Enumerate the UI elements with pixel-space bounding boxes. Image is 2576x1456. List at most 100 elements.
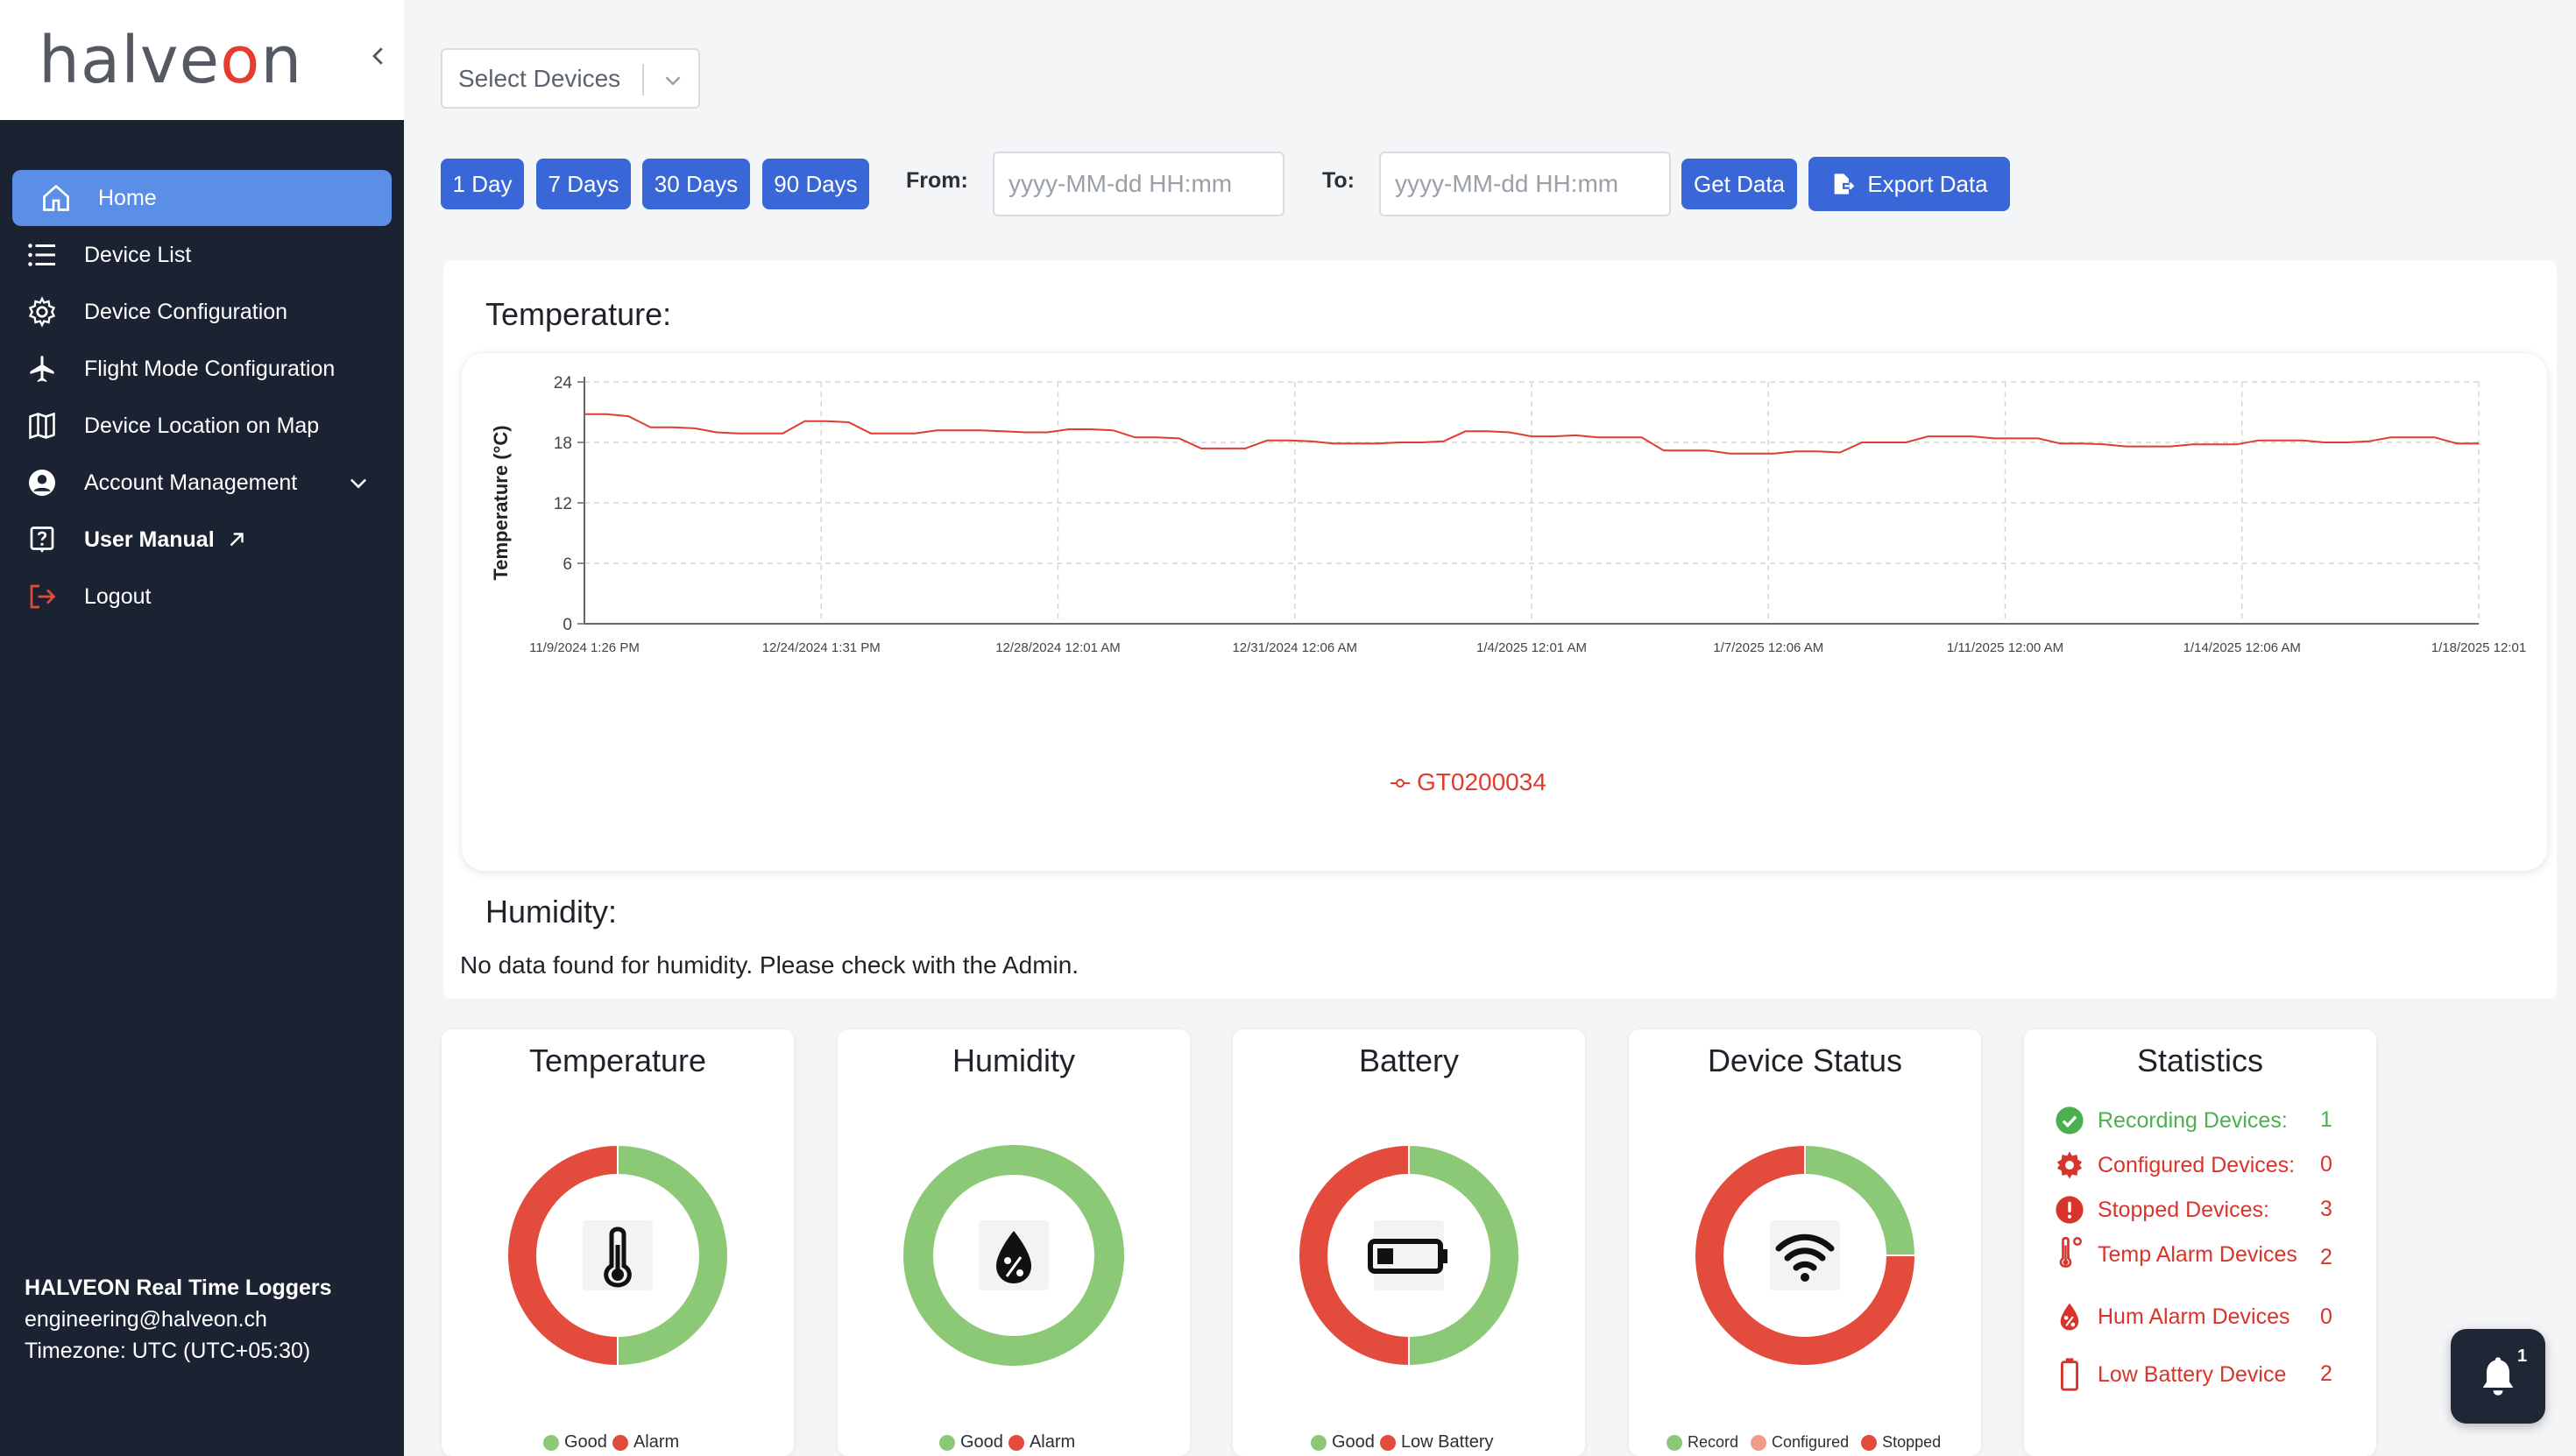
sidebar-item-label: Device Location on Map — [84, 413, 320, 438]
sidebar-item-device-list[interactable]: Device List — [12, 227, 392, 283]
legend-series-name: GT0200034 — [1417, 768, 1546, 795]
select-devices-dropdown[interactable]: Select Devices — [441, 48, 700, 109]
y-tick-label: 0 — [563, 616, 572, 634]
donut-segment-alarm — [506, 1143, 619, 1368]
legend-marker — [1396, 779, 1405, 788]
sidebar-item-flight-mode[interactable]: Flight Mode Configuration — [12, 341, 392, 397]
sidebar: halveon Home Device List Device Configur… — [0, 0, 404, 1456]
temperature-legend: Good Alarm — [543, 1432, 679, 1452]
chevron-down-icon — [665, 76, 681, 86]
timezone-label: Timezone: UTC (UTC+05:30) — [25, 1339, 311, 1363]
legend-alarm-dot — [1008, 1434, 1024, 1451]
stat-label: Temp Alarm Devices — [2098, 1241, 2297, 1267]
stat-temp-alarm-devices: Temp Alarm Devices — [2054, 1236, 2297, 1270]
thermometer-alarm-icon — [2054, 1236, 2085, 1270]
stat-label: Recording Devices: — [2098, 1107, 2288, 1133]
range-30-days-button[interactable]: 30 Days — [642, 159, 750, 209]
sidebar-item-device-location[interactable]: Device Location on Map — [12, 398, 392, 454]
stat-stopped-value: 3 — [2320, 1197, 2332, 1221]
sidebar-item-account-management[interactable]: Account Management — [12, 455, 392, 511]
range-1-day-button[interactable]: 1 Day — [441, 159, 524, 209]
device-status-legend: Record Configured Stopped — [1667, 1433, 1941, 1452]
sidebar-item-home[interactable]: Home — [12, 170, 392, 226]
legend-alarm-label: Alarm — [1029, 1432, 1076, 1452]
range-7-days-button[interactable]: 7 Days — [536, 159, 631, 209]
legend-good-dot — [1311, 1434, 1327, 1451]
stat-configured-devices: Configured Devices: — [2054, 1149, 2295, 1181]
company-name: HALVEON Real Time Loggers — [25, 1276, 332, 1300]
icon-background — [1770, 1220, 1840, 1290]
sidebar-footer: HALVEON Real Time Loggers engineering@ha… — [25, 1272, 332, 1367]
gear-icon — [2054, 1149, 2085, 1181]
legend-good-label: Good — [960, 1432, 1003, 1452]
contact-email: engineering@halveon.ch — [25, 1307, 267, 1332]
logo-bar: halveon — [0, 0, 404, 120]
temperature-donut-chart[interactable] — [506, 1143, 730, 1368]
notifications-button[interactable]: 1 — [2451, 1329, 2545, 1424]
device-status-card-title: Device Status — [1707, 1043, 1903, 1078]
series-line — [584, 413, 2479, 455]
humidity-card-title: Humidity — [952, 1043, 1076, 1078]
collapse-sidebar-button[interactable] — [361, 39, 396, 77]
x-tick-label: 1/4/2025 12:01 AM — [1476, 640, 1587, 655]
battery-legend: Good Low Battery — [1311, 1432, 1494, 1452]
notification-count-badge: 1 — [2517, 1346, 2528, 1366]
thermometer-icon — [604, 1226, 632, 1288]
donut-segment-good — [903, 1145, 1124, 1366]
export-file-icon — [1835, 173, 1855, 194]
bell-icon — [2482, 1357, 2514, 1396]
x-tick-label: 1/14/2025 12:06 AM — [2183, 640, 2301, 655]
export-data-label: Export Data — [1867, 170, 1988, 197]
sidebar-item-device-configuration[interactable]: Device Configuration — [12, 284, 392, 340]
exclamation-circle-icon — [2054, 1194, 2085, 1226]
sidebar-item-label: User Manual — [84, 527, 215, 552]
brand-logo[interactable]: halveon — [39, 23, 303, 98]
humidity-drop-icon — [996, 1231, 1031, 1283]
legend-alarm-dot — [612, 1434, 628, 1451]
range-90-days-button[interactable]: 90 Days — [762, 159, 869, 209]
get-data-button[interactable]: Get Data — [1681, 159, 1797, 209]
check-circle-icon — [2054, 1105, 2085, 1136]
from-date-input[interactable]: yyyy-MM-dd HH:mm — [993, 152, 1284, 216]
x-tick-label: 1/7/2025 12:06 AM — [1713, 640, 1823, 655]
sidebar-item-user-manual[interactable]: User Manual — [12, 512, 392, 568]
select-devices-placeholder: Select Devices — [458, 64, 621, 92]
sidebar-item-label: Home — [98, 185, 157, 210]
humidity-no-data-message: No data found for humidity. Please check… — [460, 951, 1079, 979]
humidity-alarm-icon — [2054, 1301, 2085, 1332]
x-tick-label: 12/24/2024 1:31 PM — [762, 640, 881, 655]
stat-label: Low Battery Device — [2098, 1361, 2287, 1387]
stat-configured-value: 0 — [2320, 1152, 2332, 1177]
stat-low-battery-devices: Low Battery Device — [2054, 1358, 2287, 1391]
stat-label: Hum Alarm Devices — [2098, 1304, 2290, 1329]
list-icon — [25, 237, 60, 272]
sidebar-item-label: Account Management — [84, 470, 298, 495]
stat-low-battery-value: 2 — [2320, 1361, 2332, 1386]
sidebar-item-label: Device List — [84, 242, 192, 267]
export-data-button[interactable]: Export Data — [1808, 157, 2010, 211]
x-tick-label: 1/11/2025 12:00 AM — [1947, 640, 2063, 655]
stat-hum-alarm-devices: Hum Alarm Devices — [2054, 1301, 2290, 1332]
sidebar-item-label: Flight Mode Configuration — [84, 356, 336, 381]
user-circle-icon — [25, 465, 60, 500]
sidebar-item-label: Logout — [84, 583, 152, 609]
sidebar-item-logout[interactable]: Logout — [12, 569, 392, 625]
humidity-donut-chart[interactable] — [902, 1143, 1126, 1368]
y-tick-label: 6 — [563, 555, 572, 574]
x-tick-label: 12/28/2024 12:01 AM — [995, 640, 1121, 655]
chevron-left-icon — [372, 47, 383, 65]
battery-donut-chart[interactable] — [1297, 1143, 1521, 1368]
stat-temp-alarm-value: 2 — [2320, 1245, 2332, 1269]
sidebar-item-label: Device Configuration — [84, 299, 288, 324]
home-icon — [39, 180, 74, 216]
y-tick-label: 24 — [554, 374, 573, 392]
legend-good-label: Good — [564, 1432, 607, 1452]
temperature-line-chart[interactable]: 0 6 12 18 24 11/9/2024 1:26 PM 12/24/2024 1:31… — [462, 353, 2547, 871]
device-status-donut-chart[interactable] — [1693, 1143, 1917, 1368]
legend-record-label: Record — [1688, 1433, 1739, 1451]
to-date-input[interactable]: yyyy-MM-dd HH:mm — [1379, 152, 1671, 216]
donut-segment-stopped — [1694, 1143, 1917, 1367]
legend-configured-dot — [1751, 1434, 1767, 1451]
temperature-section-title: Temperature: — [485, 296, 672, 332]
external-link-icon — [230, 533, 244, 547]
